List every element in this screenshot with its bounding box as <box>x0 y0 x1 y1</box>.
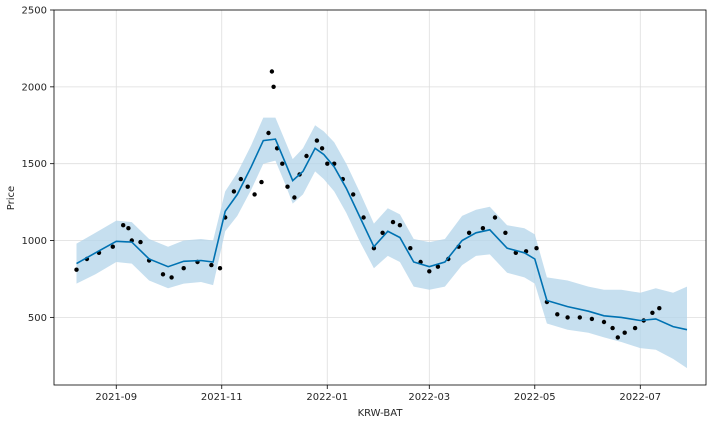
y-axis-title: Price <box>6 186 17 210</box>
x-axis-title: KRW-BAT <box>358 408 404 419</box>
observed-point <box>217 266 223 271</box>
observed-point <box>534 246 539 251</box>
uncertainty-band <box>76 117 687 369</box>
observed-point <box>397 223 403 228</box>
uncertainty-interval <box>76 117 687 369</box>
observed-point <box>577 315 582 320</box>
observed-point <box>181 266 186 271</box>
observed-point <box>632 325 638 331</box>
observed-point <box>126 226 131 231</box>
observed-point <box>380 230 385 235</box>
observed-point <box>371 246 377 251</box>
x-tick-label: 2022-05 <box>514 392 556 403</box>
observed-point <box>266 130 271 136</box>
observed-point <box>319 146 325 151</box>
observed-point <box>565 315 570 320</box>
observed-point <box>361 215 366 220</box>
observed-point <box>252 192 257 197</box>
observed-point <box>74 267 79 272</box>
y-tick-label: 2500 <box>22 6 47 17</box>
observed-point <box>408 246 413 251</box>
observed-point <box>269 69 275 74</box>
observed-point <box>314 138 320 143</box>
observed-point <box>231 189 237 194</box>
observed-point <box>280 161 285 166</box>
observed-point <box>555 312 560 317</box>
forecast-yhat-line <box>76 138 688 331</box>
observed-points <box>74 69 662 340</box>
observed-point <box>110 244 116 249</box>
y-tick-label: 500 <box>28 313 47 324</box>
observed-point <box>480 226 486 231</box>
observed-point <box>427 269 432 274</box>
observed-point <box>325 161 330 166</box>
observed-point <box>169 275 174 280</box>
observed-point <box>492 215 498 220</box>
observed-point <box>657 306 662 311</box>
forecast-line <box>76 138 688 331</box>
x-axis-ticks: 2021-09 2021-11 2022-01 2022-03 2022-05 2022-… <box>95 385 661 403</box>
y-tick-label: 1000 <box>22 236 47 247</box>
observed-point <box>271 84 276 90</box>
observed-point <box>209 262 214 268</box>
observed-point <box>610 325 615 331</box>
y-tick-label: 2000 <box>22 82 47 93</box>
observed-point <box>503 230 508 235</box>
observed-point <box>238 176 243 182</box>
observed-point <box>390 219 396 225</box>
x-tick-label: 2022-07 <box>619 392 661 403</box>
observed-point <box>121 223 126 228</box>
observed-point <box>138 239 143 245</box>
observed-point <box>601 319 607 325</box>
x-tick-label: 2021-11 <box>201 392 243 403</box>
y-axis-ticks: 500 1000 1500 2000 2500 <box>22 6 54 324</box>
observed-point <box>292 195 297 200</box>
x-tick-label: 2022-03 <box>408 392 450 403</box>
observed-point <box>285 184 290 189</box>
observed-point <box>513 250 518 255</box>
observed-point <box>435 264 441 269</box>
plot-frame <box>53 9 707 386</box>
x-tick-label: 2022-01 <box>306 392 348 403</box>
observed-point <box>160 272 166 277</box>
observed-point <box>589 316 595 322</box>
x-tick-label: 2021-09 <box>95 392 137 403</box>
y-tick-label: 1500 <box>22 159 47 170</box>
observed-point <box>245 184 250 189</box>
observed-point <box>466 230 472 235</box>
observed-point <box>622 330 627 335</box>
observed-point <box>351 192 356 197</box>
observed-point <box>304 153 309 159</box>
observed-point <box>650 310 655 315</box>
observed-point <box>259 179 264 185</box>
observed-point <box>615 335 620 340</box>
